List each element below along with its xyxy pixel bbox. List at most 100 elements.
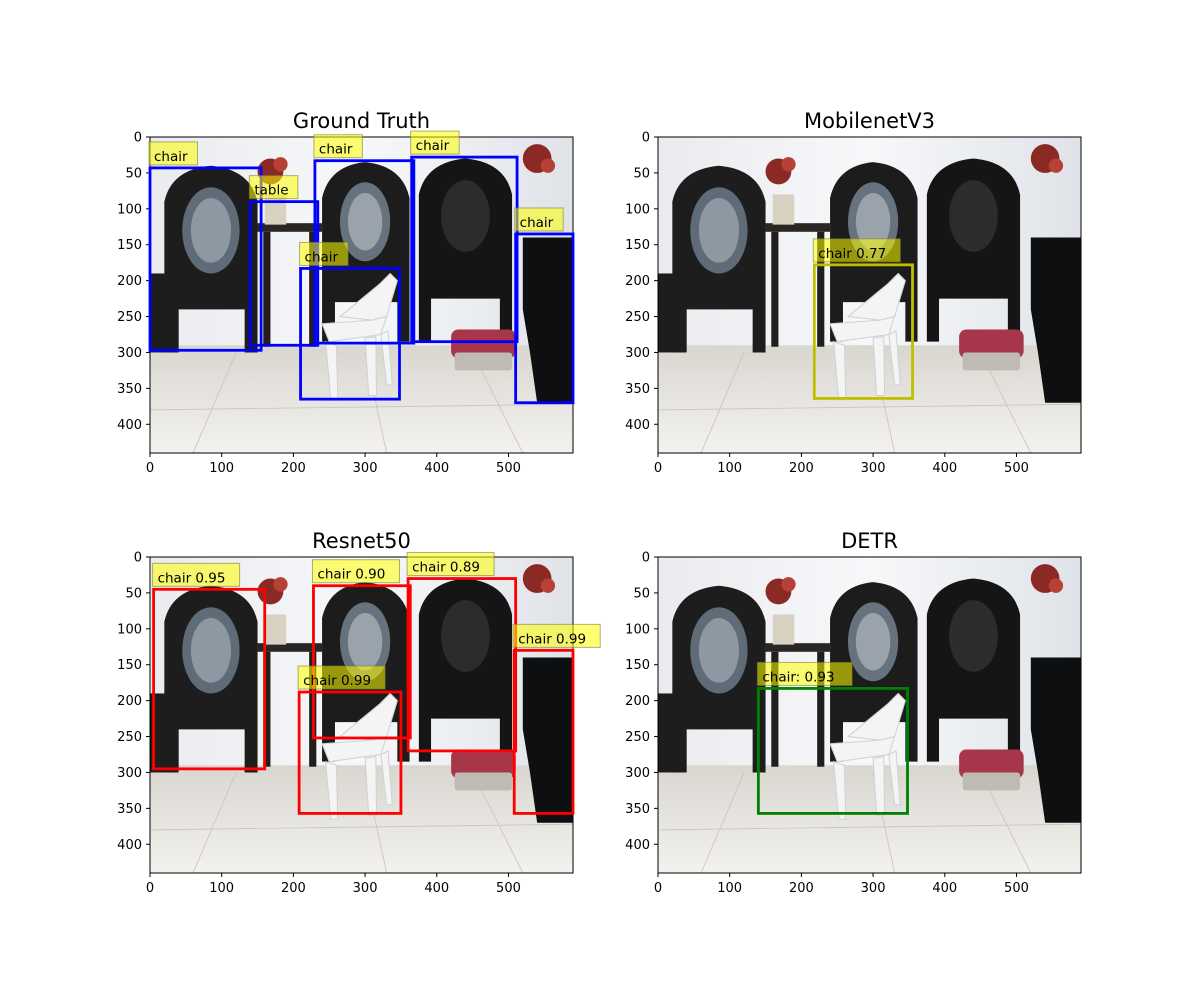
box-label: chair 0.95 — [158, 570, 226, 586]
panel-title: MobilenetV3 — [804, 109, 935, 133]
bounding-box — [299, 267, 401, 401]
x-tick-label: 200 — [281, 461, 306, 476]
y-tick-label: 50 — [125, 166, 142, 181]
x-tick-label: 500 — [496, 881, 521, 896]
y-tick-label: 150 — [625, 238, 650, 253]
bounding-box — [297, 690, 403, 815]
y-tick-label: 250 — [117, 310, 142, 325]
y-tick-label: 150 — [117, 238, 142, 253]
y-tick-label: 300 — [625, 346, 650, 361]
y-tick-label: 350 — [117, 802, 142, 817]
y-tick-label: 300 — [117, 766, 142, 781]
box-label: chair 0.77 — [818, 246, 886, 262]
label-background — [248, 175, 299, 200]
y-tick-label: 350 — [625, 382, 650, 397]
box-label: chair 0.99 — [303, 673, 371, 689]
x-tick-label: 100 — [717, 881, 742, 896]
bounding-box — [410, 155, 519, 344]
x-tick-label: 100 — [209, 461, 234, 476]
box-label: chair — [319, 142, 353, 158]
y-tick-label: 250 — [625, 310, 650, 325]
y-tick-label: 300 — [117, 346, 142, 361]
y-tick-label: 0 — [134, 551, 142, 566]
y-tick-label: 400 — [625, 838, 650, 853]
label-background — [148, 141, 198, 166]
box-label: chair — [416, 138, 450, 154]
x-tick-label: 200 — [281, 881, 306, 896]
box-label: chair 0.99 — [518, 631, 586, 647]
bounding-box — [148, 166, 263, 352]
x-tick-label: 400 — [424, 461, 449, 476]
y-tick-label: 0 — [642, 551, 650, 566]
label-background — [311, 559, 400, 584]
label-background — [410, 130, 460, 155]
scene-image — [149, 136, 574, 454]
box-label: chair: 0.93 — [762, 669, 834, 685]
x-tick-label: 300 — [861, 461, 886, 476]
y-tick-label: 200 — [117, 274, 142, 289]
x-tick-label: 400 — [932, 881, 957, 896]
bounding-box — [312, 584, 412, 740]
x-tick-label: 100 — [717, 461, 742, 476]
box-label: chair 0.89 — [412, 560, 480, 576]
y-tick-label: 200 — [117, 694, 142, 709]
panel-mobilenetv3: MobilenetV3 0 100 200 300 400 500 0 50 100 150 200 2… — [625, 109, 1082, 476]
y-tick-label: 50 — [125, 586, 142, 601]
scene-image — [657, 556, 1082, 874]
x-tick-label: 200 — [789, 881, 814, 896]
label-background — [406, 552, 495, 577]
label-background — [297, 665, 386, 690]
y-tick-label: 0 — [642, 131, 650, 146]
bounding-box — [152, 587, 267, 771]
bounding-box — [512, 648, 575, 815]
box-label: chair — [520, 215, 554, 231]
label-background — [812, 238, 901, 263]
scene-image — [657, 136, 1082, 454]
y-tick-label: 200 — [625, 694, 650, 709]
y-tick-label: 400 — [117, 418, 142, 433]
y-tick-label: 150 — [117, 658, 142, 673]
y-tick-label: 150 — [625, 658, 650, 673]
panel-detr: DETR 0 100 200 300 400 500 0 50 100 150 200 250 300 35… — [625, 529, 1082, 896]
label-background — [313, 134, 363, 159]
panel-resnet50: Resnet50 0 100 200 300 400 500 0 50 100 150 200 250 3… — [117, 529, 601, 896]
label-background — [152, 562, 241, 587]
y-tick-label: 50 — [633, 586, 650, 601]
x-tick-label: 300 — [353, 881, 378, 896]
y-tick-label: 250 — [625, 730, 650, 745]
x-tick-label: 500 — [496, 461, 521, 476]
x-tick-label: 400 — [932, 461, 957, 476]
x-tick-label: 0 — [146, 461, 154, 476]
y-tick-label: 100 — [117, 202, 142, 217]
y-tick-label: 400 — [117, 838, 142, 853]
y-tick-label: 50 — [633, 166, 650, 181]
box-label: table — [254, 183, 288, 199]
x-tick-label: 0 — [654, 881, 662, 896]
y-tick-label: 100 — [117, 622, 142, 637]
y-tick-label: 400 — [625, 418, 650, 433]
x-tick-label: 400 — [424, 881, 449, 896]
box-label: chair — [305, 249, 339, 265]
x-tick-label: 0 — [654, 461, 662, 476]
x-tick-label: 200 — [789, 461, 814, 476]
bounding-box — [514, 232, 575, 405]
panel-ground-truth: Ground Truth 0 100 200 300 400 500 0 50 100 150 200… — [117, 109, 575, 476]
y-tick-label: 350 — [625, 802, 650, 817]
axes-frame — [657, 556, 1082, 874]
y-tick-label: 350 — [117, 382, 142, 397]
bounding-box — [248, 200, 320, 347]
y-tick-label: 100 — [625, 202, 650, 217]
x-tick-label: 500 — [1004, 461, 1029, 476]
y-tick-label: 100 — [625, 622, 650, 637]
panel-title: Resnet50 — [312, 529, 411, 553]
x-tick-label: 0 — [146, 881, 154, 896]
box-label: chair 0.90 — [317, 567, 385, 583]
scene-image — [149, 556, 574, 874]
bounding-box — [406, 577, 518, 753]
x-tick-label: 300 — [353, 461, 378, 476]
box-label: chair — [154, 149, 188, 165]
x-tick-label: 500 — [1004, 881, 1029, 896]
label-background — [756, 661, 853, 686]
label-background — [512, 623, 601, 648]
panel-title: Ground Truth — [293, 109, 430, 133]
